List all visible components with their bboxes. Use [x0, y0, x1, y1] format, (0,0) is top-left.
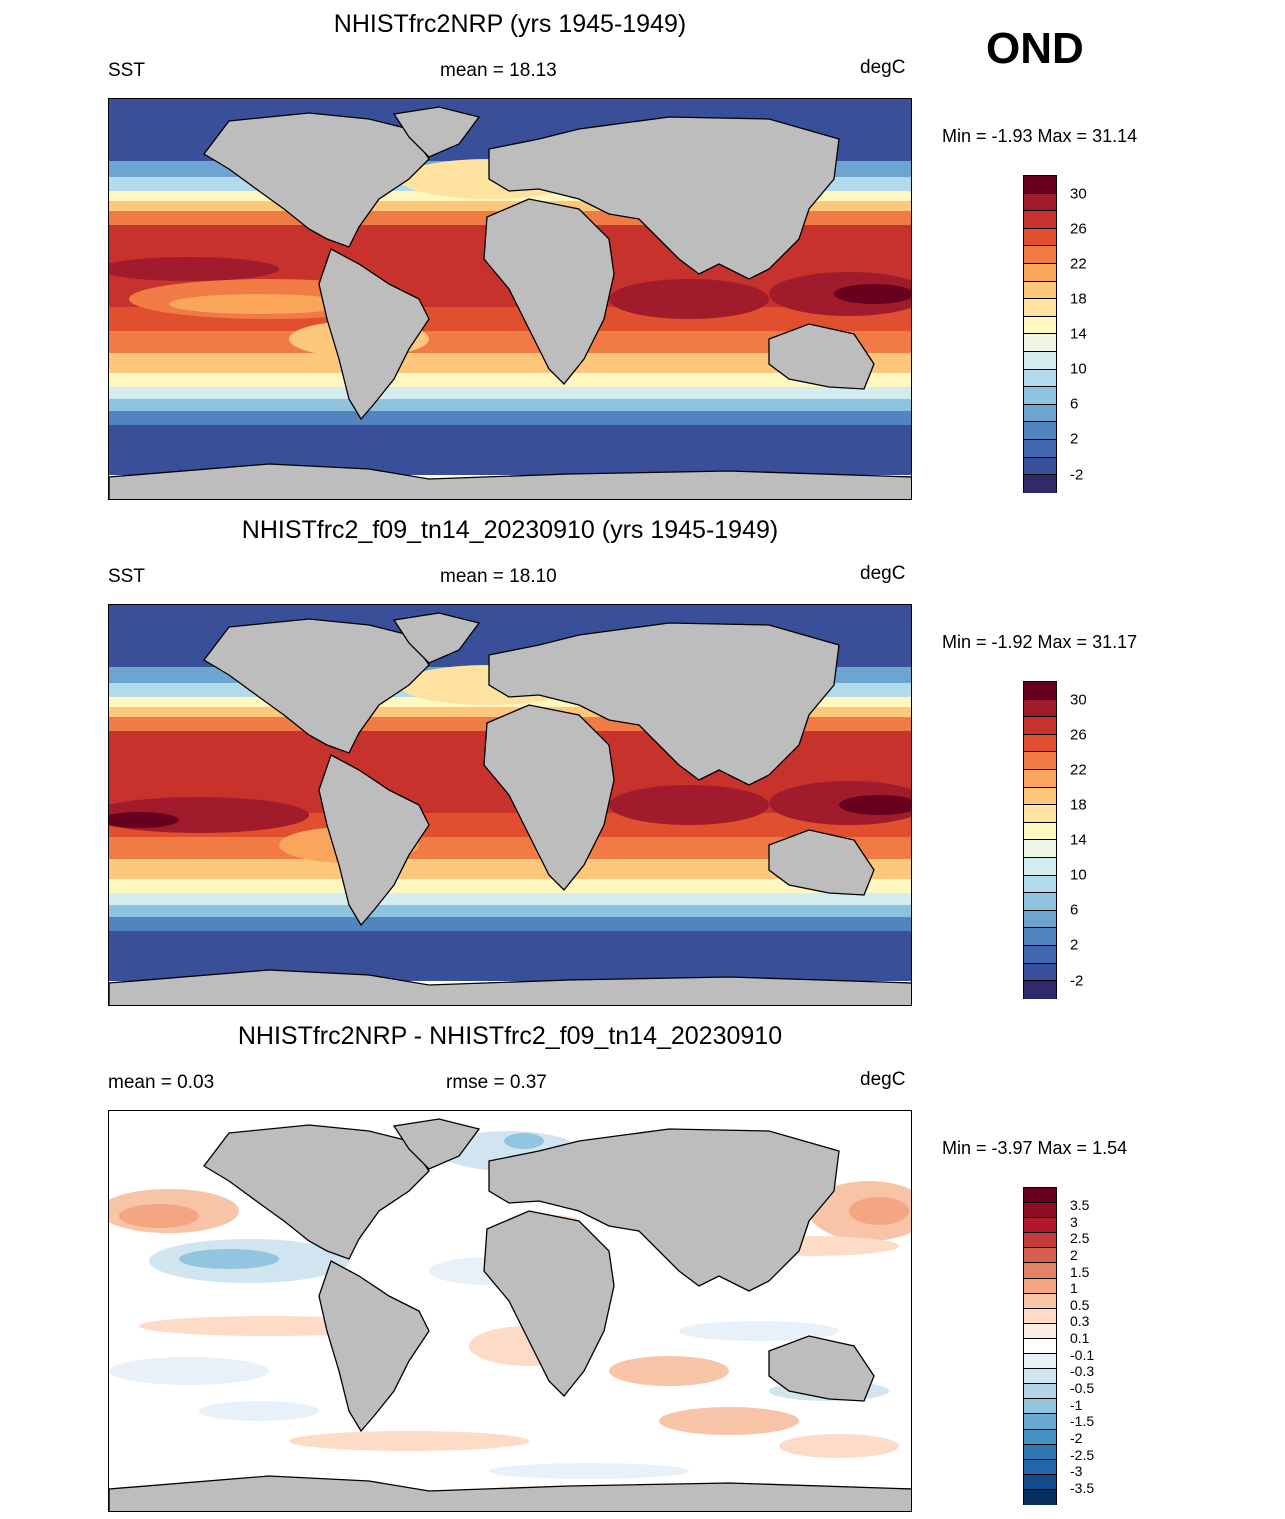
panel-1-colorbar: [1023, 175, 1057, 493]
panel-1-tick: 22: [1070, 255, 1087, 273]
panel-2-tick: 30: [1070, 691, 1087, 709]
panel-3-tick: 3.5: [1070, 1197, 1090, 1213]
panel-2-mean-label: mean = 18.10: [440, 566, 557, 587]
panel-2-tick: -2: [1070, 972, 1084, 990]
panel-2-tick: 14: [1070, 831, 1087, 849]
panel-2-variable-label: SST: [108, 566, 145, 587]
panel-3-mean-label: mean = 0.03: [108, 1072, 215, 1093]
panel-3-minmax: Min = -3.97 Max = 1.54: [942, 1138, 1128, 1158]
panel-3-tick: 3: [1070, 1214, 1078, 1230]
panel-2-tick: 6: [1070, 901, 1079, 919]
panel-3-tick: -2.5: [1070, 1447, 1095, 1463]
panel-1-tick: 14: [1070, 325, 1087, 343]
panel-3-tick: 0.1: [1070, 1330, 1090, 1346]
panel-3-rmse-label: rmse = 0.37: [446, 1072, 547, 1093]
panel-1-minmax: Min = -1.93 Max = 31.14: [942, 126, 1138, 146]
panel-3-tick: 0.5: [1070, 1297, 1090, 1313]
panel-1-tick: 2: [1070, 430, 1079, 448]
panel-3-tick: 1.5: [1070, 1264, 1090, 1280]
panel-1-tick: 30: [1070, 185, 1087, 203]
panel-1-tick: 6: [1070, 395, 1079, 413]
panel-1-mean-label: mean = 18.13: [440, 60, 557, 81]
panel-2-sst-field: [109, 605, 911, 1005]
panel-2-colorbar: [1023, 681, 1057, 999]
panel-3-tick: -3: [1070, 1463, 1083, 1479]
panel-2-map: [108, 604, 912, 1006]
panel-3-map: [108, 1110, 912, 1512]
panel-1-tick: 26: [1070, 220, 1087, 238]
panel-1-units-label: degC: [860, 57, 906, 78]
panel-3-tick: 1: [1070, 1280, 1078, 1296]
panel-2-tick: 22: [1070, 761, 1087, 779]
panel-3-tick: -0.1: [1070, 1347, 1095, 1363]
panel-3-tick: -0.3: [1070, 1363, 1095, 1379]
panel-3-units-label: degC: [860, 1069, 906, 1090]
panel-2-tick: 2: [1070, 936, 1079, 954]
panel-3-tick: -3.5: [1070, 1480, 1095, 1496]
panel-1-variable-label: SST: [108, 60, 145, 81]
panel-2-tick: 10: [1070, 866, 1087, 884]
panel-1-tick: 18: [1070, 290, 1087, 308]
panel-3-tick: 0.3: [1070, 1313, 1090, 1329]
panel-3-tick: -1.5: [1070, 1413, 1095, 1429]
panel-1-map: [108, 98, 912, 500]
season-label: OND: [986, 24, 1084, 73]
panel-3-tick: -2: [1070, 1430, 1083, 1446]
panel-3-tick: 2.5: [1070, 1230, 1090, 1246]
panel-2-tick: 18: [1070, 796, 1087, 814]
panel-1-sst-field: [109, 99, 911, 499]
panel-2-minmax: Min = -1.92 Max = 31.17: [942, 632, 1138, 652]
panel-3-tick: 2: [1070, 1247, 1078, 1263]
panel-3-colorbar: [1023, 1187, 1057, 1505]
panel-1-tick: 10: [1070, 360, 1087, 378]
panel-2-title: NHISTfrc2_f09_tn14_20230910 (yrs 1945-19…: [241, 516, 779, 544]
panel-1-title: NHISTfrc2NRP (yrs 1945-1949): [333, 10, 687, 38]
panel-2-units-label: degC: [860, 563, 906, 584]
panel-3-difference-field: [109, 1111, 911, 1511]
panel-3-tick: -0.5: [1070, 1380, 1095, 1396]
panel-3-title: NHISTfrc2NRP - NHISTfrc2_f09_tn14_202309…: [237, 1022, 783, 1050]
panel-2-tick: 26: [1070, 726, 1087, 744]
panel-1-tick: -2: [1070, 466, 1084, 484]
panel-3-tick: -1: [1070, 1397, 1083, 1413]
